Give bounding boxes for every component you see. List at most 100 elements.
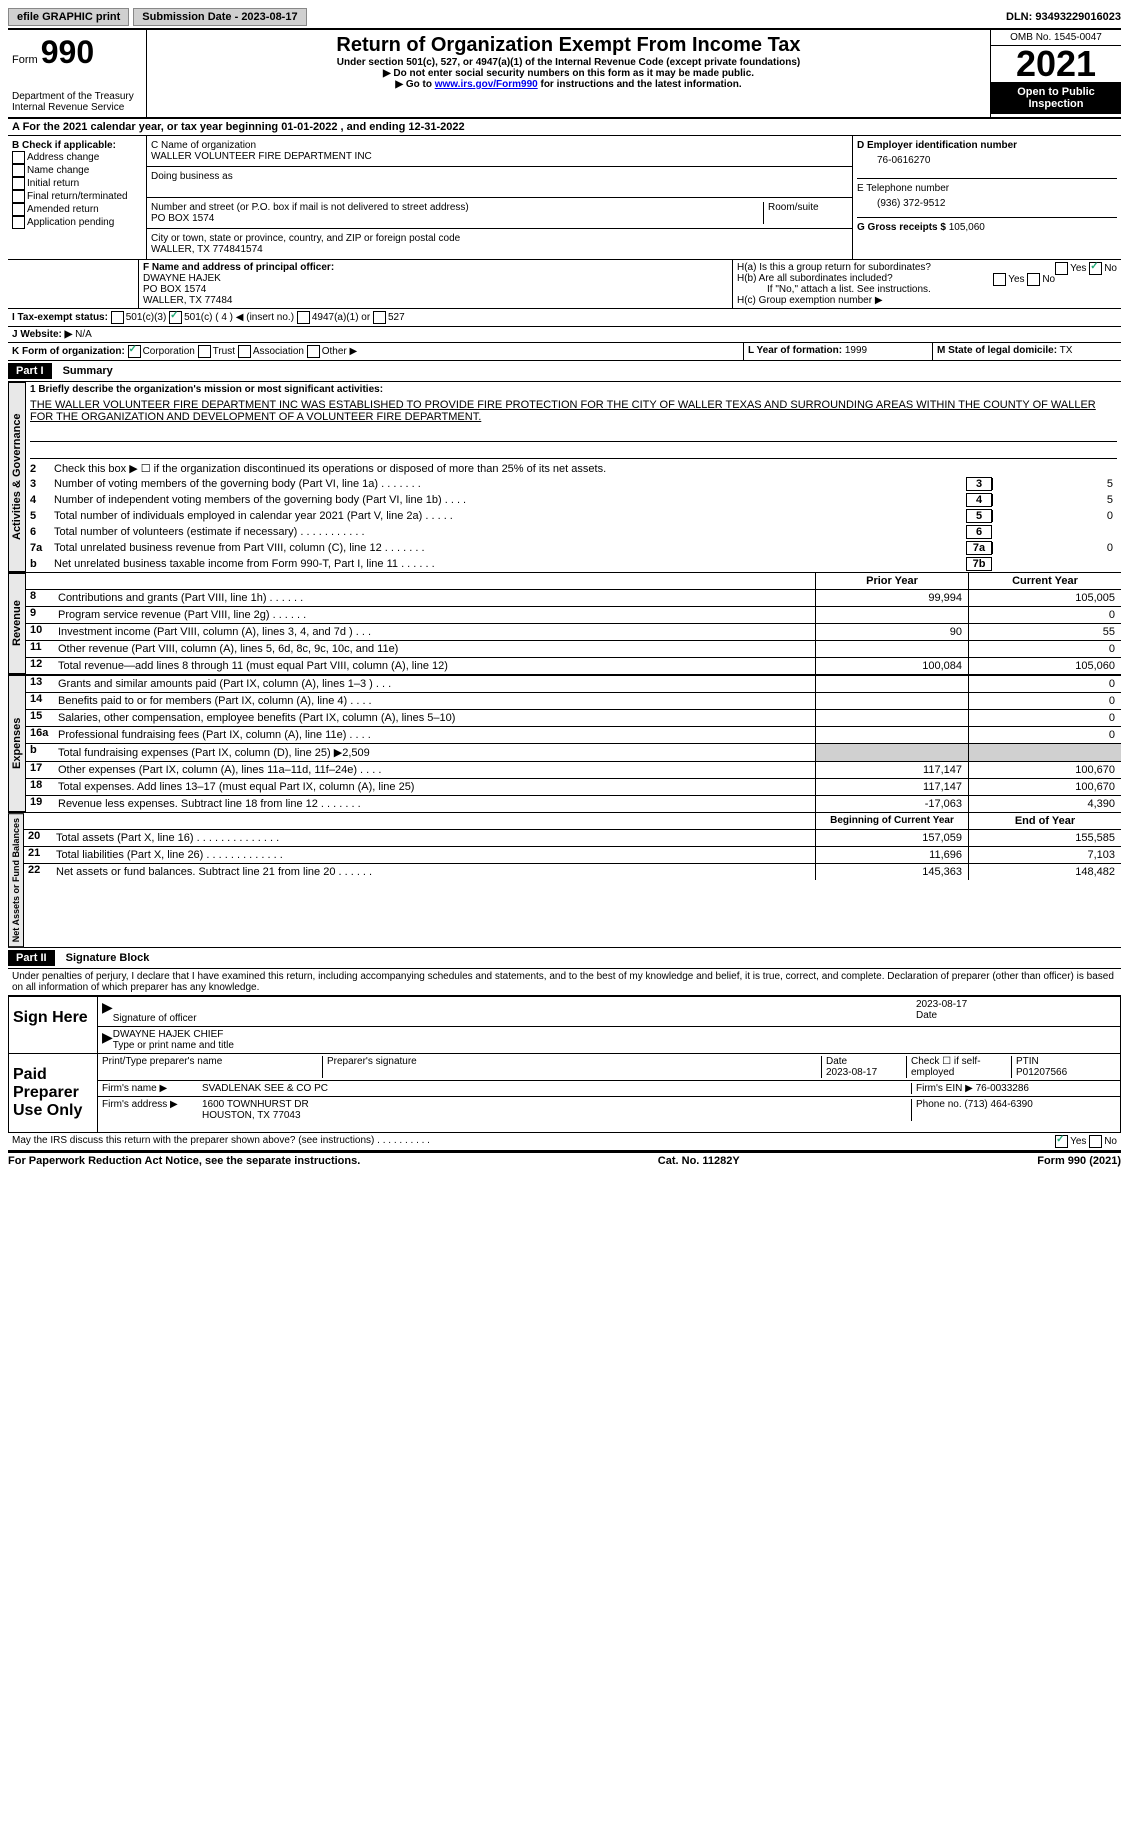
goto-pre: ▶ Go to [395, 79, 434, 90]
dln-text: DLN: 93493229016023 [1006, 11, 1121, 23]
beg-head: Beginning of Current Year [815, 813, 968, 829]
klm-row: K Form of organization: Corporation Trus… [8, 343, 1121, 361]
discuss-row: May the IRS discuss this return with the… [8, 1133, 1121, 1151]
officer-name: DWAYNE HAJEK [143, 273, 728, 284]
app-pending-checkbox[interactable] [12, 216, 25, 229]
name-change-checkbox[interactable] [12, 164, 25, 177]
addr-change-checkbox[interactable] [12, 151, 25, 164]
form-number: 990 [41, 34, 94, 70]
preparer-label: Paid Preparer Use Only [9, 1054, 98, 1132]
corp-checkbox[interactable] [128, 345, 141, 358]
gov-side-label: Activities & Governance [8, 382, 26, 572]
addr-label: Number and street (or P.O. box if mail i… [151, 202, 763, 213]
hb-yes[interactable] [993, 273, 1006, 286]
table-row: 4Number of independent voting members of… [26, 492, 1121, 508]
end-head: End of Year [968, 813, 1121, 829]
other-checkbox[interactable] [307, 345, 320, 358]
mission-text: THE WALLER VOLUNTEER FIRE DEPARTMENT INC… [26, 397, 1121, 425]
table-row: 15Salaries, other compensation, employee… [26, 709, 1121, 726]
l-label: L Year of formation: [748, 345, 842, 356]
revenue-side-label: Revenue [8, 573, 26, 674]
sign-here-label: Sign Here [9, 997, 98, 1053]
table-row: 13Grants and similar amounts paid (Part … [26, 675, 1121, 692]
top-bar: efile GRAPHIC print Submission Date - 20… [8, 8, 1121, 30]
ein-label: D Employer identification number [857, 140, 1117, 151]
i-label: I Tax-exempt status: [12, 312, 108, 323]
net-section: Net Assets or Fund Balances Beginning of… [8, 813, 1121, 948]
line1-label: 1 Briefly describe the organization's mi… [26, 382, 1121, 397]
hb-no[interactable] [1027, 273, 1040, 286]
sign-section: Sign Here ▶ Signature of officer 2023-08… [8, 996, 1121, 1054]
527-checkbox[interactable] [373, 311, 386, 324]
table-row: 3Number of voting members of the governi… [26, 476, 1121, 492]
discuss-no[interactable] [1089, 1135, 1102, 1148]
col-c: C Name of organization WALLER VOLUNTEER … [147, 136, 853, 259]
final-return-checkbox[interactable] [12, 190, 25, 203]
preparer-section: Paid Preparer Use Only Print/Type prepar… [8, 1054, 1121, 1133]
part1-header: Part I [8, 363, 52, 379]
status-row: I Tax-exempt status: 501(c)(3) 501(c) ( … [8, 309, 1121, 327]
table-row: 8Contributions and grants (Part VIII, li… [26, 589, 1121, 606]
officer-addr2: WALLER, TX 77484 [143, 295, 728, 306]
table-row: 6Total number of volunteers (estimate if… [26, 524, 1121, 540]
submission-button[interactable]: Submission Date - 2023-08-17 [133, 8, 306, 26]
section-a: A For the 2021 calendar year, or tax yea… [8, 119, 1121, 136]
goto-post: for instructions and the latest informat… [538, 79, 742, 90]
ha-no[interactable] [1089, 262, 1102, 275]
ha-label: H(a) Is this a group return for subordin… [737, 262, 931, 273]
ha-yes[interactable] [1055, 262, 1068, 275]
table-row: 14Benefits paid to or for members (Part … [26, 692, 1121, 709]
hc-label: H(c) Group exemption number ▶ [737, 295, 1117, 306]
gross-label: G Gross receipts $ [857, 222, 946, 233]
assoc-checkbox[interactable] [238, 345, 251, 358]
dept-text: Department of the Treasury Internal Reve… [12, 91, 142, 113]
col-d: D Employer identification number 76-0616… [853, 136, 1121, 259]
discuss-text: May the IRS discuss this return with the… [8, 1133, 1051, 1150]
expenses-section: Expenses 13Grants and similar amounts pa… [8, 675, 1121, 813]
gov-section: Activities & Governance 1 Briefly descri… [8, 382, 1121, 573]
table-row: 17Other expenses (Part IX, column (A), l… [26, 761, 1121, 778]
irs-link[interactable]: www.irs.gov/Form990 [435, 79, 538, 90]
officer-label: F Name and address of principal officer: [143, 262, 728, 273]
table-row: 11Other revenue (Part VIII, column (A), … [26, 640, 1121, 657]
officer-sig-name: DWAYNE HAJEK CHIEF [113, 1029, 224, 1040]
part2-title: Signature Block [66, 952, 150, 964]
part2-header: Part II [8, 950, 55, 966]
line2-text: Check this box ▶ ☐ if the organization d… [54, 462, 1117, 475]
hb-note: If "No," attach a list. See instructions… [737, 284, 1117, 295]
city-label: City or town, state or province, country… [151, 233, 848, 244]
officer-h-row: F Name and address of principal officer:… [8, 260, 1121, 309]
expenses-side-label: Expenses [8, 675, 26, 812]
amended-checkbox[interactable] [12, 203, 25, 216]
m-label: M State of legal domicile: [937, 345, 1057, 356]
part1-title: Summary [63, 365, 113, 377]
hb-label: H(b) Are all subordinates included? [737, 273, 893, 284]
4947-checkbox[interactable] [297, 311, 310, 324]
footer-mid: Cat. No. 11282Y [658, 1155, 740, 1167]
table-row: 7aTotal unrelated business revenue from … [26, 540, 1121, 556]
table-row: 20Total assets (Part X, line 16) . . . .… [24, 829, 1121, 846]
table-row: 9Program service revenue (Part VIII, lin… [26, 606, 1121, 623]
part2-title-row: Part II Signature Block [8, 948, 1121, 969]
subtitle-1: Under section 501(c), 527, or 4947(a)(1)… [155, 57, 982, 68]
table-row: 10Investment income (Part VIII, column (… [26, 623, 1121, 640]
501c3-checkbox[interactable] [111, 311, 124, 324]
name-arrow-icon: ▶ [102, 1029, 113, 1051]
footer-left: For Paperwork Reduction Act Notice, see … [8, 1155, 360, 1167]
dba-label: Doing business as [151, 171, 848, 182]
initial-return-checkbox[interactable] [12, 177, 25, 190]
form-header: Form 990 Department of the Treasury Inte… [8, 30, 1121, 119]
org-name: WALLER VOLUNTEER FIRE DEPARTMENT INC [151, 151, 848, 162]
trust-checkbox[interactable] [198, 345, 211, 358]
revenue-section: Revenue Prior Year Current Year 8Contrib… [8, 573, 1121, 675]
501c-checkbox[interactable] [169, 311, 182, 324]
discuss-yes[interactable] [1055, 1135, 1068, 1148]
col-b-label: B Check if applicable: [12, 140, 142, 151]
officer-addr1: PO BOX 1574 [143, 284, 728, 295]
table-row: bNet unrelated business taxable income f… [26, 556, 1121, 572]
footer: For Paperwork Reduction Act Notice, see … [8, 1151, 1121, 1167]
table-row: 19Revenue less expenses. Subtract line 1… [26, 795, 1121, 812]
efile-button[interactable]: efile GRAPHIC print [8, 8, 129, 26]
curr-head: Current Year [968, 573, 1121, 589]
table-row: 21Total liabilities (Part X, line 26) . … [24, 846, 1121, 863]
